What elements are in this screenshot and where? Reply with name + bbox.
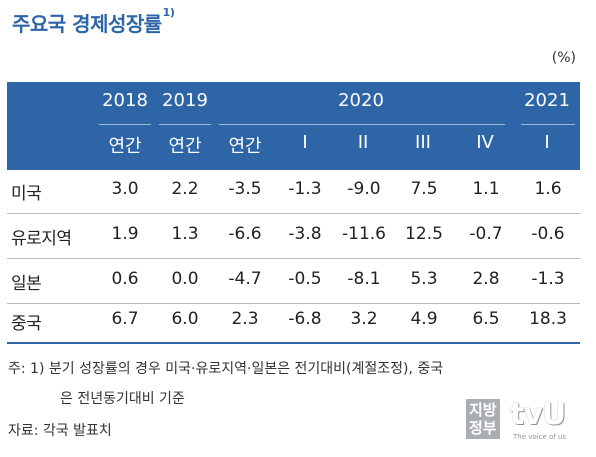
row-label: 중국 [11, 314, 42, 334]
table-cell: -0.5 [288, 269, 322, 289]
row-label: 미국 [11, 184, 42, 204]
table-cell: -3.5 [228, 179, 262, 199]
table-cell: 0.0 [171, 269, 199, 289]
year-2018: 2018 [102, 90, 148, 111]
header-rule [159, 124, 211, 125]
table-cell: 12.5 [405, 224, 443, 244]
header-rule [521, 124, 575, 125]
header-rule [219, 124, 505, 125]
table-cell: -1.3 [531, 269, 565, 289]
row-label: 일본 [11, 274, 42, 294]
table-cell: 6.7 [111, 309, 139, 329]
period-header: I [302, 132, 308, 153]
table-cell: 3.2 [350, 309, 378, 329]
table-cell: 1.3 [171, 224, 199, 244]
table-cell: 18.3 [529, 309, 567, 329]
table-cell: 7.5 [410, 179, 438, 199]
table-cell: -3.8 [288, 224, 322, 244]
table-row-eurozone: 유로지역 1.9 1.3 -6.6 -3.8 -11.6 12.5 -0.7 -… [7, 213, 580, 259]
table-cell: -0.7 [469, 224, 503, 244]
unit-label: (%) [551, 50, 576, 66]
period-header: IV [476, 132, 494, 153]
header-rule [99, 124, 151, 125]
table-row-japan: 일본 0.6 0.0 -4.7 -0.5 -8.1 5.3 2.8 -1.3 [7, 258, 580, 304]
table-cell: 2.2 [171, 179, 199, 199]
table-header: 2018 2019 2020 2021 연간 연간 연간 I II III IV… [7, 82, 580, 170]
table-cell: -9.0 [347, 179, 381, 199]
watermark-right: tvU [510, 397, 566, 432]
table-row-usa: 미국 3.0 2.2 -3.5 -1.3 -9.0 7.5 1.1 1.6 [7, 168, 580, 214]
table-cell: 4.9 [410, 309, 438, 329]
table-cell: -6.8 [288, 309, 322, 329]
period-header: 연간 [168, 136, 202, 157]
table-cell: -6.6 [228, 224, 262, 244]
table-cell: 2.8 [472, 269, 500, 289]
table-bottom-rule [7, 342, 580, 344]
watermark-tagline: The voice of us [513, 433, 567, 441]
table-cell: -8.1 [347, 269, 381, 289]
table-cell: 3.0 [111, 179, 139, 199]
footnote-line-2: 은 전년동기대비 기준 [60, 391, 185, 407]
table-cell: 1.6 [534, 179, 562, 199]
row-label: 유로지역 [11, 229, 72, 249]
table-cell: -11.6 [342, 224, 386, 244]
period-header: 연간 [228, 136, 262, 157]
period-header: III [415, 132, 431, 153]
table-cell: 6.0 [171, 309, 199, 329]
period-header: 연간 [108, 136, 142, 157]
title-footnote-marker: 1) [162, 6, 175, 19]
watermark-logo: 지방 정부 tvU The voice of us [466, 397, 586, 445]
year-2019: 2019 [162, 90, 208, 111]
table-cell: -0.6 [531, 224, 565, 244]
watermark-left: 지방 정부 [466, 399, 500, 439]
table-cell: 0.6 [111, 269, 139, 289]
table-cell: 1.1 [472, 179, 500, 199]
period-header: II [357, 132, 369, 153]
table-row-china: 중국 6.7 6.0 2.3 -6.8 3.2 4.9 6.5 18.3 [7, 298, 580, 343]
table-cell: -4.7 [228, 269, 262, 289]
table-cell: 2.3 [231, 309, 259, 329]
page-title: 주요국 경제성장률1) [12, 6, 175, 36]
source-note: 자료: 각국 발표치 [8, 423, 112, 439]
table-cell: 5.3 [410, 269, 438, 289]
footnote-line-1: 주: 1) 분기 성장률의 경우 미국·유로지역·일본은 전기대비(계절조정),… [8, 361, 444, 377]
table-cell: 1.9 [111, 224, 139, 244]
period-header: I [544, 132, 550, 153]
table-cell: 6.5 [472, 309, 500, 329]
year-2021: 2021 [524, 90, 570, 111]
table-cell: -1.3 [288, 179, 322, 199]
year-2020: 2020 [338, 90, 384, 111]
